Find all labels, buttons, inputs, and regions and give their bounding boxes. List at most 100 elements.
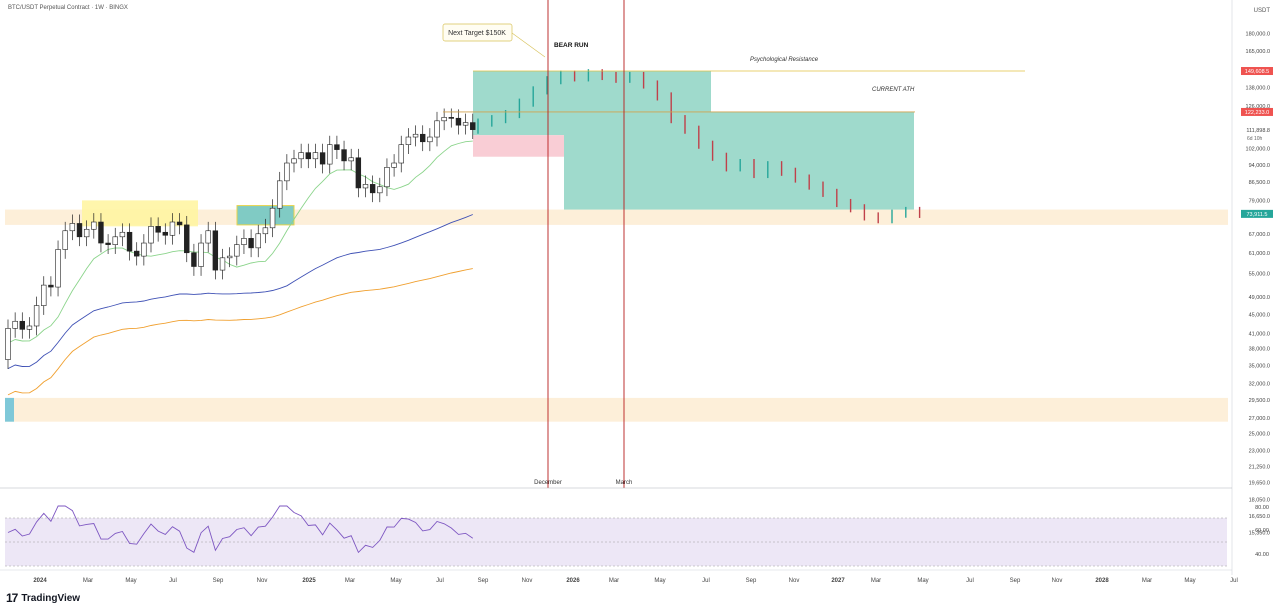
price-unit-label: USDT: [1253, 8, 1270, 14]
time-tick-label: Mar: [345, 578, 355, 584]
candle-body: [319, 152, 326, 165]
candle-body: [62, 230, 68, 250]
candle-body: [334, 144, 340, 150]
price-tick-label: 102,000.0: [1246, 147, 1270, 153]
price-tag: [1241, 209, 1273, 218]
time-tick-label: May: [1184, 578, 1195, 584]
candle-body: [298, 152, 304, 160]
rsi-panel: 80.00 60.00 40.00: [5, 505, 1269, 567]
time-tick-label: Mar: [1142, 578, 1152, 584]
candle-body: [19, 320, 25, 330]
time-tick-label: May: [390, 578, 401, 584]
bear-projection-box-1: [564, 71, 711, 210]
moving-averages-layer: [7, 140, 473, 396]
ma-100-line: [7, 268, 473, 396]
psych-resistance-label: Psychological Resistance: [750, 57, 819, 63]
candles-layer: [5, 108, 476, 369]
stop-loss-box: [473, 135, 564, 157]
candle-body: [41, 284, 47, 306]
time-tick-label: Nov: [789, 578, 800, 584]
price-tag-label: 122,233.0: [1245, 110, 1269, 116]
time-tick-label: Nov: [257, 578, 268, 584]
price-tick-label: 41,000.0: [1249, 331, 1270, 337]
time-tick-label: 2026: [566, 578, 580, 584]
candle-body: [12, 320, 18, 329]
candle-body: [26, 325, 33, 330]
price-tick-label: 165,000.0: [1246, 49, 1270, 55]
candle-body: [355, 157, 362, 189]
candle-body: [169, 221, 176, 236]
price-axis[interactable]: 180,000.0 165,000.0 149,608.5 138,000.0 126,…: [0, 0, 1273, 575]
price-tick-label: 55,000.0: [1249, 272, 1270, 278]
projection-layer: [477, 69, 921, 224]
price-tick-label: 35,000.0: [1249, 363, 1270, 369]
price-tag: [1241, 107, 1273, 116]
candle-body: [226, 255, 233, 259]
candle-body: [98, 221, 104, 244]
candle-body: [419, 133, 426, 143]
price-tick-label: 27,000.0: [1249, 416, 1270, 422]
price-tick-label: 111,898.8: [1246, 128, 1270, 134]
low-zone-band: [5, 397, 1228, 422]
price-tick-label: 67,000.0: [1249, 232, 1270, 238]
time-tick-label: May: [654, 578, 665, 584]
candle-body: [470, 122, 476, 130]
price-tag: [1241, 67, 1273, 76]
low-zone-marker: [5, 397, 14, 422]
price-tick-label: 138,000.0: [1246, 85, 1270, 91]
price-tick-label: 18,050.0: [1249, 497, 1270, 503]
candle-body: [269, 207, 276, 229]
candle-body: [155, 226, 161, 233]
tradingview-brand: 17 TradingView: [6, 591, 80, 605]
candle-body: [119, 231, 126, 238]
candle-body: [141, 242, 147, 257]
time-tick-label: Nov: [522, 578, 533, 584]
price-tick-label: 79,000.0: [1249, 198, 1270, 204]
time-tick-label: Jul: [436, 578, 444, 584]
time-axis[interactable]: 2024 Mar May Jul Sep Nov 2025 Mar May Jul Sep Nov 20…: [33, 578, 1238, 584]
time-tick-label: Mar: [83, 578, 93, 584]
rsi-tick-label: 80.00: [1255, 505, 1269, 511]
time-tick-label: Jul: [1230, 578, 1238, 584]
time-tick-label: Sep: [1010, 578, 1021, 584]
price-tick-label: 49,000.0: [1249, 295, 1270, 301]
candle-body: [327, 144, 333, 165]
price-tick-label: 32,000.0: [1249, 381, 1270, 387]
target-callout-pointer: [511, 32, 546, 58]
rsi-tick-label: 60.00: [1255, 528, 1269, 534]
tradingview-logo-icon: 17: [6, 591, 18, 605]
symbol-title: BTC/USDT Perpetual Contract · 1W · BINGX: [8, 5, 128, 11]
time-tick-label: Nov: [1052, 578, 1063, 584]
candle-body: [427, 136, 433, 143]
price-tick-label: 19,650.0: [1249, 480, 1270, 486]
rsi-background: [5, 518, 1227, 566]
time-tick-label: Sep: [478, 578, 489, 584]
candle-body: [241, 238, 247, 245]
time-tick-label: 2028: [1095, 578, 1109, 584]
candle-body: [191, 252, 197, 267]
rsi-tick-label: 40.00: [1255, 552, 1269, 558]
candle-body: [105, 242, 111, 245]
candle-body: [162, 231, 168, 236]
price-tick-label: 38,000.0: [1249, 347, 1270, 353]
candle-body: [284, 162, 290, 182]
candle-body: [134, 250, 140, 257]
candle-body: [126, 231, 133, 252]
next-target-label: Next Target $150K: [448, 30, 506, 37]
price-tick-label: 15,350.0: [1249, 530, 1270, 536]
price-tick-label: 61,000.0: [1249, 251, 1270, 257]
candle-body: [262, 227, 269, 235]
bear-projection-box-2: [711, 111, 914, 210]
price-tick-label: 21,250.0: [1249, 464, 1270, 470]
zones-layer: [5, 71, 1228, 422]
candle-body: [255, 233, 261, 249]
time-tick-label: Sep: [213, 578, 224, 584]
candle-body: [184, 224, 190, 254]
candle-body: [398, 144, 404, 164]
bear-run-label: BEAR RUN: [554, 42, 589, 49]
candle-body: [76, 223, 83, 238]
candle-body: [391, 162, 397, 168]
candle-body: [198, 242, 204, 267]
time-tick-label: 2024: [33, 578, 47, 584]
